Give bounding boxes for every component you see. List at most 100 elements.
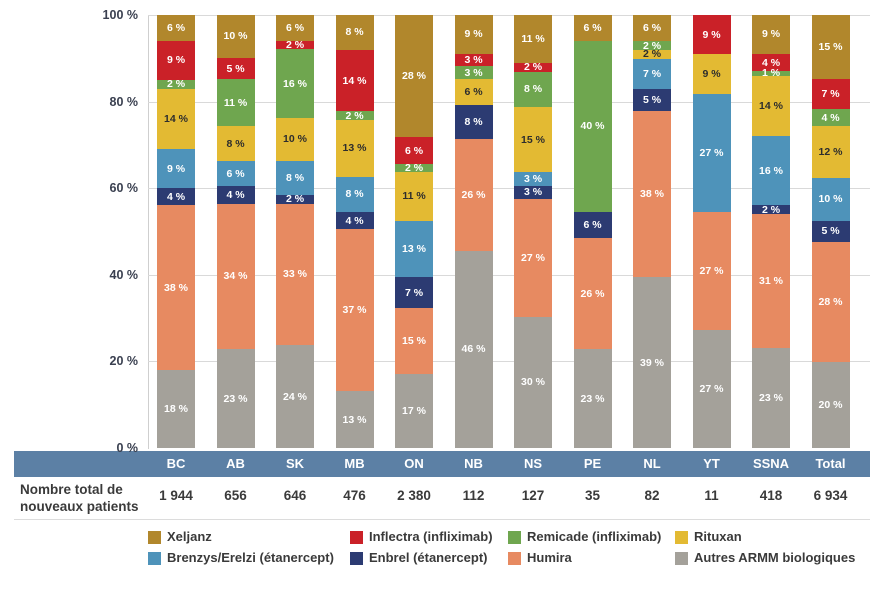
bar-segment-value-label: 8 % [464, 116, 483, 129]
total-new-patients-value: 646 [283, 488, 307, 503]
x-category-label-SK: SK [285, 456, 305, 471]
bar-segment: 1 % [752, 67, 790, 80]
bar-segment-value-label: 23 % [759, 392, 783, 405]
bar-segment-value-label: 18 % [164, 402, 188, 415]
bar-segment: 10 % [276, 117, 314, 161]
bar-segment: 13 % [335, 119, 374, 177]
bar-segment-value-label: 27 % [699, 382, 724, 395]
total-new-patients-value: 1 944 [159, 488, 193, 503]
legend-label: Autres ARMM biologiques [694, 550, 856, 565]
x-category-label-SSNA: SSNA [752, 456, 790, 471]
bar-segment-value-label: 2 % [523, 61, 543, 74]
legend-label: Remicade (infliximab) [527, 529, 662, 544]
bar-segment-value-label: 2 % [642, 48, 662, 61]
stacked-bar-SSNA: 9 % 4 % 1 % 14 % 16 % 2 % 31 % 23 % [752, 15, 790, 448]
bar-segment: 3 % [514, 172, 552, 186]
stacked-bar-NB: 9 % 3 % 3 % 6 % 8 % 26 % 46 % [454, 15, 493, 448]
bar-segment: 6 % [216, 160, 255, 187]
bar-segment-value-label: 4 % [226, 189, 245, 202]
x-category-label-NS: NS [523, 456, 543, 471]
bar-segment-value-label: 9 % [702, 28, 721, 41]
legend-item: Autres ARMM biologiques [675, 551, 855, 565]
bar-segment-value-label: 5 % [821, 225, 840, 238]
bar-segment-value-label: 10 % [818, 193, 843, 206]
bar-segment: 12 % [811, 126, 850, 178]
bar-segment-value-label: 6 % [464, 86, 483, 99]
bar-segment: 8 % [335, 15, 374, 50]
bar-segment: 2 % [335, 110, 374, 121]
bar-segment: 2 % [395, 163, 433, 173]
y-tick-label: 20 % [109, 354, 139, 369]
gridline-60 [148, 188, 870, 190]
bar-segment-value-label: 31 % [759, 275, 783, 288]
legend-label: Rituxan [694, 529, 742, 544]
legend-item: Humira [508, 551, 572, 565]
bar-segment-value-label: 9 % [761, 28, 781, 41]
bar-segment-value-label: 4 % [821, 111, 840, 124]
bar-segment: 28 % [395, 15, 433, 138]
bar-segment-value-label: 3 % [464, 66, 483, 79]
gridline-100 [148, 15, 870, 16]
bar-segment: 6 % [276, 15, 314, 41]
bar-segment-value-label: 7 % [821, 88, 840, 101]
bar-segment: 9 % [454, 15, 493, 54]
bar-segment-value-label: 20 % [818, 399, 843, 412]
total-new-patients-value: 127 [521, 488, 545, 503]
bar-segment-value-label: 1 % [761, 67, 781, 80]
bar-segment-value-label: 27 % [699, 146, 724, 159]
bar-segment-value-label: 2 % [642, 39, 662, 52]
bar-segment: 4 % [335, 211, 374, 230]
bar-segment-value-label: 8 % [523, 83, 543, 96]
bar-segment: 40 % [573, 40, 612, 213]
bar-segment: 11 % [514, 15, 552, 64]
bar-segment: 38 % [157, 205, 195, 371]
bar-segment-value-label: 6 % [583, 21, 602, 34]
bar-segment-value-label: 7 % [642, 68, 662, 80]
bar-segment-value-label: 15 % [818, 41, 843, 54]
y-tick-label: 60 % [109, 181, 139, 196]
bar-segment: 2 % [157, 79, 195, 90]
bar-segment: 6 % [573, 212, 612, 238]
legend-item: Rituxan [675, 530, 742, 544]
y-tick-label: 0 % [116, 441, 138, 455]
bar-segment: 6 % [633, 15, 671, 42]
legend-swatch-icon [148, 530, 161, 544]
bar-segment: 31 % [752, 214, 790, 349]
bar-segment-value-label: 6 % [404, 144, 424, 157]
bar-segment: 23 % [752, 348, 790, 448]
bar-segment-value-label: 10 % [223, 30, 248, 43]
bar-segment-value-label: 3 % [523, 186, 543, 199]
bar-segment-value-label: 2 % [761, 203, 781, 216]
bar-segment-value-label: 28 % [818, 296, 843, 309]
total-new-patients-value: 418 [759, 488, 783, 503]
bar-segment-value-label: 6 % [166, 21, 186, 34]
x-category-label-NB: NB [464, 456, 483, 471]
bar-segment-value-label: 16 % [283, 77, 307, 90]
total-new-patients-value: 35 [584, 488, 601, 503]
legend-item: Remicade (infliximab) [508, 530, 661, 544]
bar-segment-value-label: 28 % [402, 70, 426, 83]
bar-segment-value-label: 33 % [283, 268, 307, 281]
bar-segment: 23 % [216, 349, 255, 448]
total-new-patients-value: 2 380 [397, 488, 431, 503]
bar-segment: 8 % [276, 160, 314, 196]
bar-segment-value-label: 16 % [759, 164, 783, 177]
plot-area: 6 % 9 % 2 % 14 % 9 % 4 % 38 % 18 % 10 % 5 % 11 % 8 … [148, 15, 870, 448]
bar-segment: 13 % [335, 391, 374, 448]
bar-segment-value-label: 13 % [342, 413, 367, 426]
bar-segment-value-label: 15 % [402, 334, 426, 347]
legend-label: Xeljanz [167, 529, 212, 544]
total-new-patients-value: 11 [704, 488, 719, 503]
bar-segment-value-label: 9 % [166, 54, 186, 67]
bar-segment-value-label: 46 % [461, 343, 486, 356]
bar-segment-value-label: 11 % [402, 190, 426, 203]
bar-segment: 5 % [633, 89, 671, 112]
bar-segment-value-label: 8 % [345, 26, 364, 39]
bar-segment: 2 % [752, 203, 790, 216]
bar-segment: 33 % [276, 203, 314, 346]
legend-label: Inflectra (infliximab) [369, 529, 493, 544]
bar-segment: 7 % [633, 58, 671, 90]
bar-segment-value-label: 8 % [226, 137, 245, 150]
bar-segment-value-label: 12 % [818, 146, 843, 159]
stacked-bar-NS: 11 % 2 % 8 % 15 % 3 % 3 % 27 % 30 % [514, 15, 552, 448]
